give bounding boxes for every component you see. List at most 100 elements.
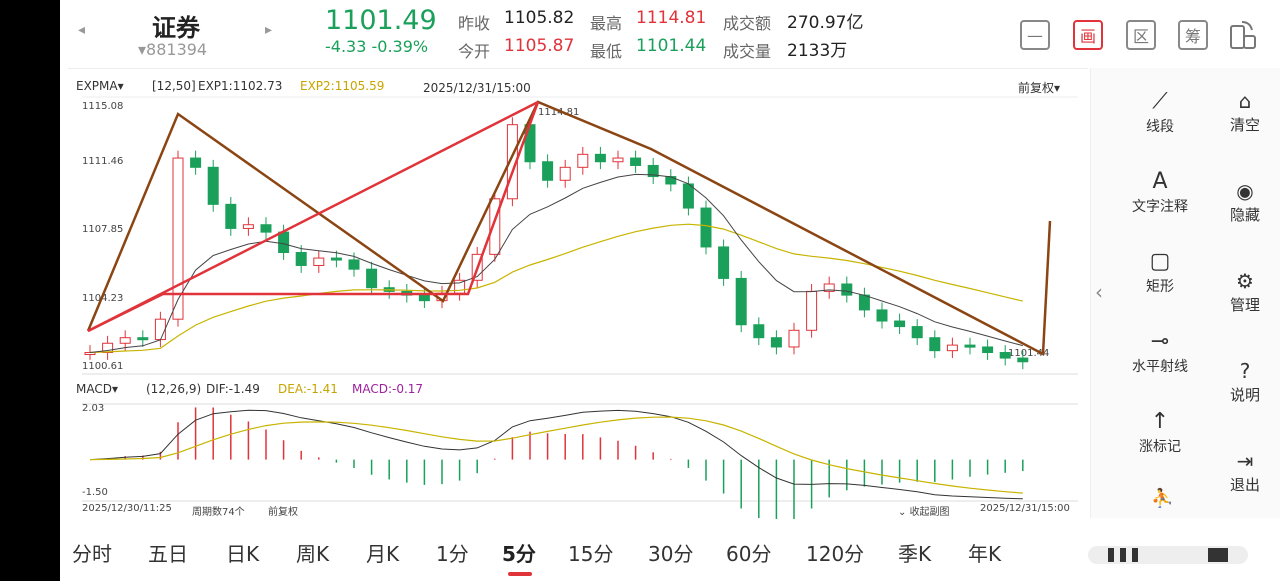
candle-body <box>753 324 765 339</box>
y-label-2: 1107.85 <box>82 224 124 235</box>
stat-label: 成交量 <box>723 42 772 61</box>
period-count: 周期数74个 <box>192 507 245 518</box>
stock-name: 证券 <box>152 14 200 42</box>
collapse-subchart-button[interactable]: ⌄ 收起副图 <box>898 507 950 518</box>
line-segment-icon: ⟋ <box>1152 89 1168 114</box>
adjust-dropdown[interactable]: 前复权▾ <box>1018 81 1061 95</box>
tool-rectangle[interactable]: ▢ 矩形 <box>1123 248 1197 296</box>
candle-body <box>770 337 782 348</box>
candle-body <box>119 337 131 344</box>
candle-body <box>665 176 677 185</box>
period-tab[interactable]: 周K <box>296 542 330 566</box>
hide-button[interactable]: ◉ 隐藏 <box>1217 178 1273 225</box>
gear-icon: ⚙ <box>1236 269 1254 293</box>
candle-body <box>295 252 307 266</box>
fullscreen-toggle-icon[interactable] <box>1088 540 1268 570</box>
period-tab[interactable]: 1分 <box>436 542 469 566</box>
candle-body <box>630 157 642 166</box>
period-tab[interactable]: 月K <box>366 542 400 566</box>
period-tab[interactable]: 60分 <box>726 542 772 566</box>
candle-body <box>154 318 166 341</box>
indicator-selector[interactable]: EXPMA▾ <box>76 79 124 93</box>
candle-body <box>366 268 378 289</box>
candle-body <box>225 203 237 229</box>
horizontal-ray-icon: ⊸ <box>1150 329 1170 354</box>
kline-svg <box>82 96 1078 519</box>
macd-bottom: -1.50 <box>82 487 108 498</box>
candle-body <box>84 352 96 356</box>
stock-chart-app: ◂ 证券 ▾881394 ▸ 1101.49 -4.33 -0.39% 昨收 11… <box>60 0 1280 581</box>
high-marker: 1114.81 <box>538 107 580 118</box>
period-tab[interactable]: 五日 <box>148 542 188 566</box>
period-tab[interactable]: 15分 <box>568 542 614 566</box>
candle-body <box>260 224 272 233</box>
candle-body <box>330 257 342 261</box>
rectangle-icon: ▢ <box>1149 249 1171 274</box>
rotate-screen-icon[interactable] <box>1228 18 1258 52</box>
candle-body <box>647 164 659 178</box>
prev-stock-arrow-icon[interactable]: ◂ <box>78 22 86 38</box>
minus-button[interactable]: — <box>1020 20 1050 50</box>
candle-body <box>102 342 114 354</box>
candle-body <box>806 290 818 331</box>
candle-body <box>735 277 747 326</box>
macd-params: (12,26,9) <box>146 382 202 396</box>
candle-body <box>559 166 571 181</box>
stock-code-dropdown[interactable]: ▾881394 <box>138 40 208 59</box>
candle-body <box>190 157 202 168</box>
manage-button[interactable]: ⚙ 管理 <box>1217 268 1273 315</box>
period-tab[interactable]: 季K <box>898 542 932 566</box>
period-tab[interactable]: 分时 <box>72 542 112 566</box>
candle-body <box>454 279 466 294</box>
kline-chart-panel[interactable]: EXPMA▾ [12,50] EXP1:1102.73 EXP2:1105.59… <box>68 68 1088 519</box>
adjust-label: 前复权 <box>268 507 298 518</box>
chips-button[interactable]: 筹 <box>1178 20 1208 50</box>
stat-label: 昨收 <box>458 14 491 33</box>
candle-body <box>542 161 554 181</box>
y-label-top: 1115.08 <box>82 101 124 112</box>
candle-body <box>823 283 835 292</box>
candle-body <box>137 337 149 341</box>
zone-button[interactable]: 区 <box>1126 20 1156 50</box>
exp1-value: EXP1:1102.73 <box>198 79 283 93</box>
period-tab[interactable]: 30分 <box>648 542 694 566</box>
period-tab[interactable]: 年K <box>968 542 1002 566</box>
drawing-tools-panel: ‹ ⟋ 线段 A 文字注释 ▢ 矩形 ⊸ 水平射线 ↑ 涨标记 ⛹ ⌂ 清空 ◉ 隐藏 ⚙ 管理… <box>1090 68 1280 518</box>
more-tools-icon[interactable]: ⛹ <box>1151 488 1174 509</box>
exit-icon: ⇥ <box>1236 449 1254 473</box>
candle-body <box>982 346 994 354</box>
next-stock-arrow-icon[interactable]: ▸ <box>265 22 273 38</box>
period-tab[interactable]: 5分 <box>502 542 536 566</box>
candle-body <box>999 352 1011 359</box>
candle-body <box>418 294 430 302</box>
macd-selector[interactable]: MACD▾ <box>76 382 119 396</box>
candle-body <box>594 153 606 163</box>
stat-value: 1105.87 <box>504 36 575 56</box>
dea-value: DEA:-1.41 <box>278 382 338 396</box>
active-tab-indicator <box>508 572 532 576</box>
tool-rise-marker[interactable]: ↑ 涨标记 <box>1123 408 1197 456</box>
candle-body <box>718 246 730 279</box>
drawn-segment-red-2[interactable] <box>87 101 540 333</box>
low-marker: 1101.44 <box>1008 348 1050 359</box>
candle-body <box>700 207 712 248</box>
tool-horizontal-ray[interactable]: ⊸ 水平射线 <box>1123 328 1197 376</box>
help-button[interactable]: ? 说明 <box>1217 358 1273 405</box>
candle-body <box>894 320 906 328</box>
macd-top: 2.03 <box>82 403 105 414</box>
stat-value: 1101.44 <box>636 36 707 56</box>
question-icon: ? <box>1239 359 1251 383</box>
dif-value: DIF:-1.49 <box>206 382 260 396</box>
exit-button[interactable]: ⇥ 退出 <box>1217 448 1273 495</box>
stat-label: 最低 <box>590 42 623 61</box>
tool-line-segment[interactable]: ⟋ 线段 <box>1123 88 1197 136</box>
tool-text-annotation[interactable]: A 文字注释 <box>1123 168 1197 216</box>
start-time: 2025/12/30/11:25 <box>82 503 172 514</box>
period-tab[interactable]: 120分 <box>806 542 865 566</box>
period-tab[interactable]: 日K <box>226 542 260 566</box>
collapse-panel-chevron-icon[interactable]: ‹ <box>1095 280 1103 304</box>
candle-body <box>207 166 219 205</box>
draw-mode-button[interactable]: 画 <box>1073 20 1103 50</box>
exp2-value: EXP2:1105.59 <box>300 79 385 93</box>
clear-button[interactable]: ⌂ 清空 <box>1217 88 1273 135</box>
